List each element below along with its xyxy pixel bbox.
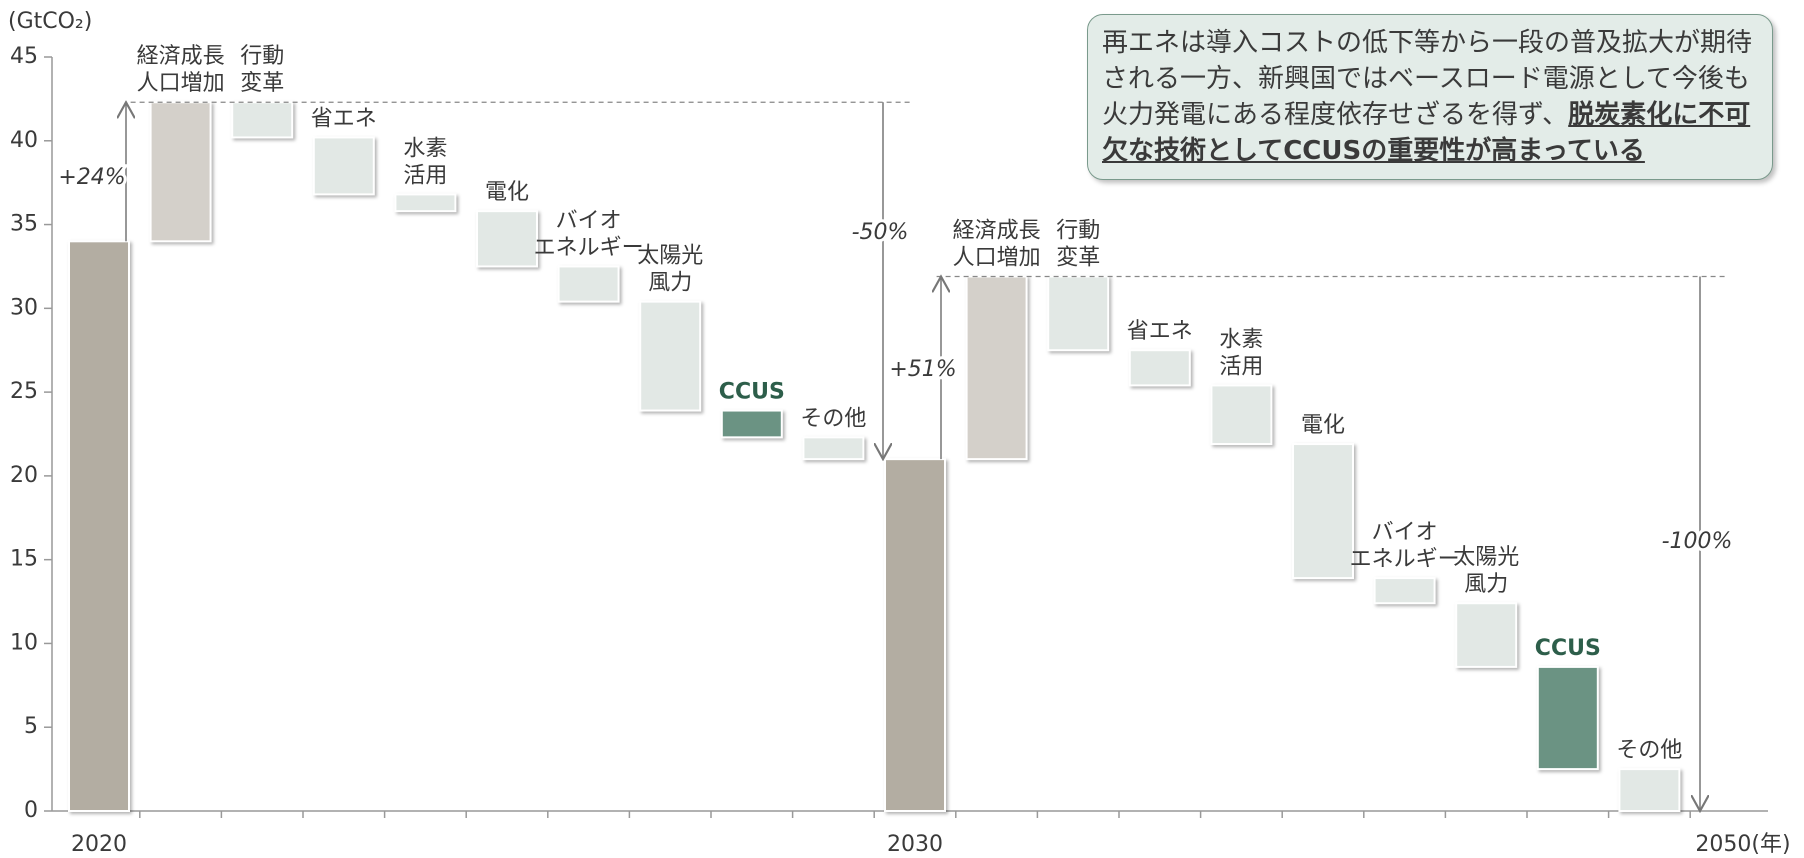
- bar-label: 電化: [485, 180, 529, 205]
- y-tick-label: 15: [10, 547, 38, 572]
- y-tick-label: 45: [10, 44, 38, 69]
- x-tick-label: 2020: [71, 832, 127, 857]
- bar-label: 変革: [1056, 245, 1100, 270]
- bar: [1618, 768, 1681, 812]
- change-label: -100%: [1662, 529, 1733, 554]
- bar-label: 風力: [648, 271, 692, 296]
- bar: [965, 275, 1028, 461]
- y-tick-label: 5: [24, 714, 38, 739]
- bar-label: 水素: [1219, 327, 1263, 352]
- bar-label: 活用: [403, 163, 447, 188]
- change-label: -50%: [852, 220, 909, 245]
- bar: [802, 436, 865, 461]
- bar-label: 活用: [1219, 354, 1263, 379]
- y-tick-label: 25: [10, 379, 38, 404]
- bar-label: 行動: [240, 44, 284, 69]
- y-tick-label: 35: [10, 212, 38, 237]
- x-tick-label: 2030: [887, 832, 943, 857]
- bar: [476, 210, 538, 268]
- bar: [884, 458, 946, 812]
- bar: [394, 193, 457, 213]
- bar-label: 太陽光: [1453, 545, 1519, 570]
- bar-label: 省エネ: [1127, 319, 1193, 344]
- bar: [720, 409, 783, 439]
- bar: [1536, 665, 1599, 771]
- bar: [1292, 443, 1354, 580]
- bar: [231, 101, 294, 139]
- bar-label: 風力: [1464, 572, 1508, 597]
- note-box: 再エネは導入コストの低下等から一段の普及拡大が期待される一方、新興国ではベースロ…: [1087, 14, 1773, 180]
- bar-label: バイオ: [1372, 520, 1438, 545]
- y-tick-label: 0: [24, 798, 38, 823]
- y-tick-label: 40: [10, 128, 38, 153]
- y-tick-label: 20: [10, 463, 38, 488]
- bar-label: CCUS: [719, 380, 785, 405]
- bar: [639, 300, 702, 412]
- bar-label: 水素: [403, 136, 447, 161]
- bar-label: 電化: [1301, 413, 1345, 438]
- y-tick-label: 10: [10, 630, 38, 655]
- bar-label: バイオ: [556, 208, 622, 233]
- bar-label: CCUS: [1535, 636, 1601, 661]
- bar-label: 行動: [1056, 218, 1100, 243]
- bar: [1047, 275, 1110, 352]
- bar-label: 変革: [240, 71, 284, 96]
- bar-label: 省エネ: [311, 106, 377, 131]
- bar-label: 経済成長: [953, 218, 1041, 243]
- bar-label: 人口増加: [137, 71, 225, 96]
- bar-label: 経済成長: [137, 44, 225, 69]
- bar: [1373, 577, 1436, 605]
- bar: [149, 101, 212, 243]
- change-label: +51%: [889, 357, 956, 382]
- change-label: +24%: [58, 165, 125, 190]
- bar: [557, 265, 620, 303]
- bar: [1210, 384, 1273, 446]
- bar: [1455, 602, 1518, 668]
- x-end-label: 2050(年): [1695, 832, 1790, 857]
- bar-label: その他: [800, 406, 866, 431]
- bar: [312, 136, 375, 196]
- y-axis-label: (GtCO₂): [8, 9, 92, 34]
- bar: [1128, 349, 1191, 387]
- note-emphasis: 脱炭素化に不可欠な技術としてCCUSの重要性が高まっている: [1102, 100, 1751, 166]
- bar-label: その他: [1616, 738, 1682, 763]
- bar-label: エネルギー: [1350, 547, 1460, 572]
- note-text: 再エネは導入コストの低下等から一段の普及拡大が期待される一方、新興国ではベースロ…: [1102, 28, 1753, 130]
- y-tick-label: 30: [10, 295, 38, 320]
- bar-label: 太陽光: [637, 244, 703, 269]
- bar-label: エネルギー: [534, 235, 644, 260]
- bar-label: 人口増加: [953, 245, 1041, 270]
- bar: [68, 240, 130, 813]
